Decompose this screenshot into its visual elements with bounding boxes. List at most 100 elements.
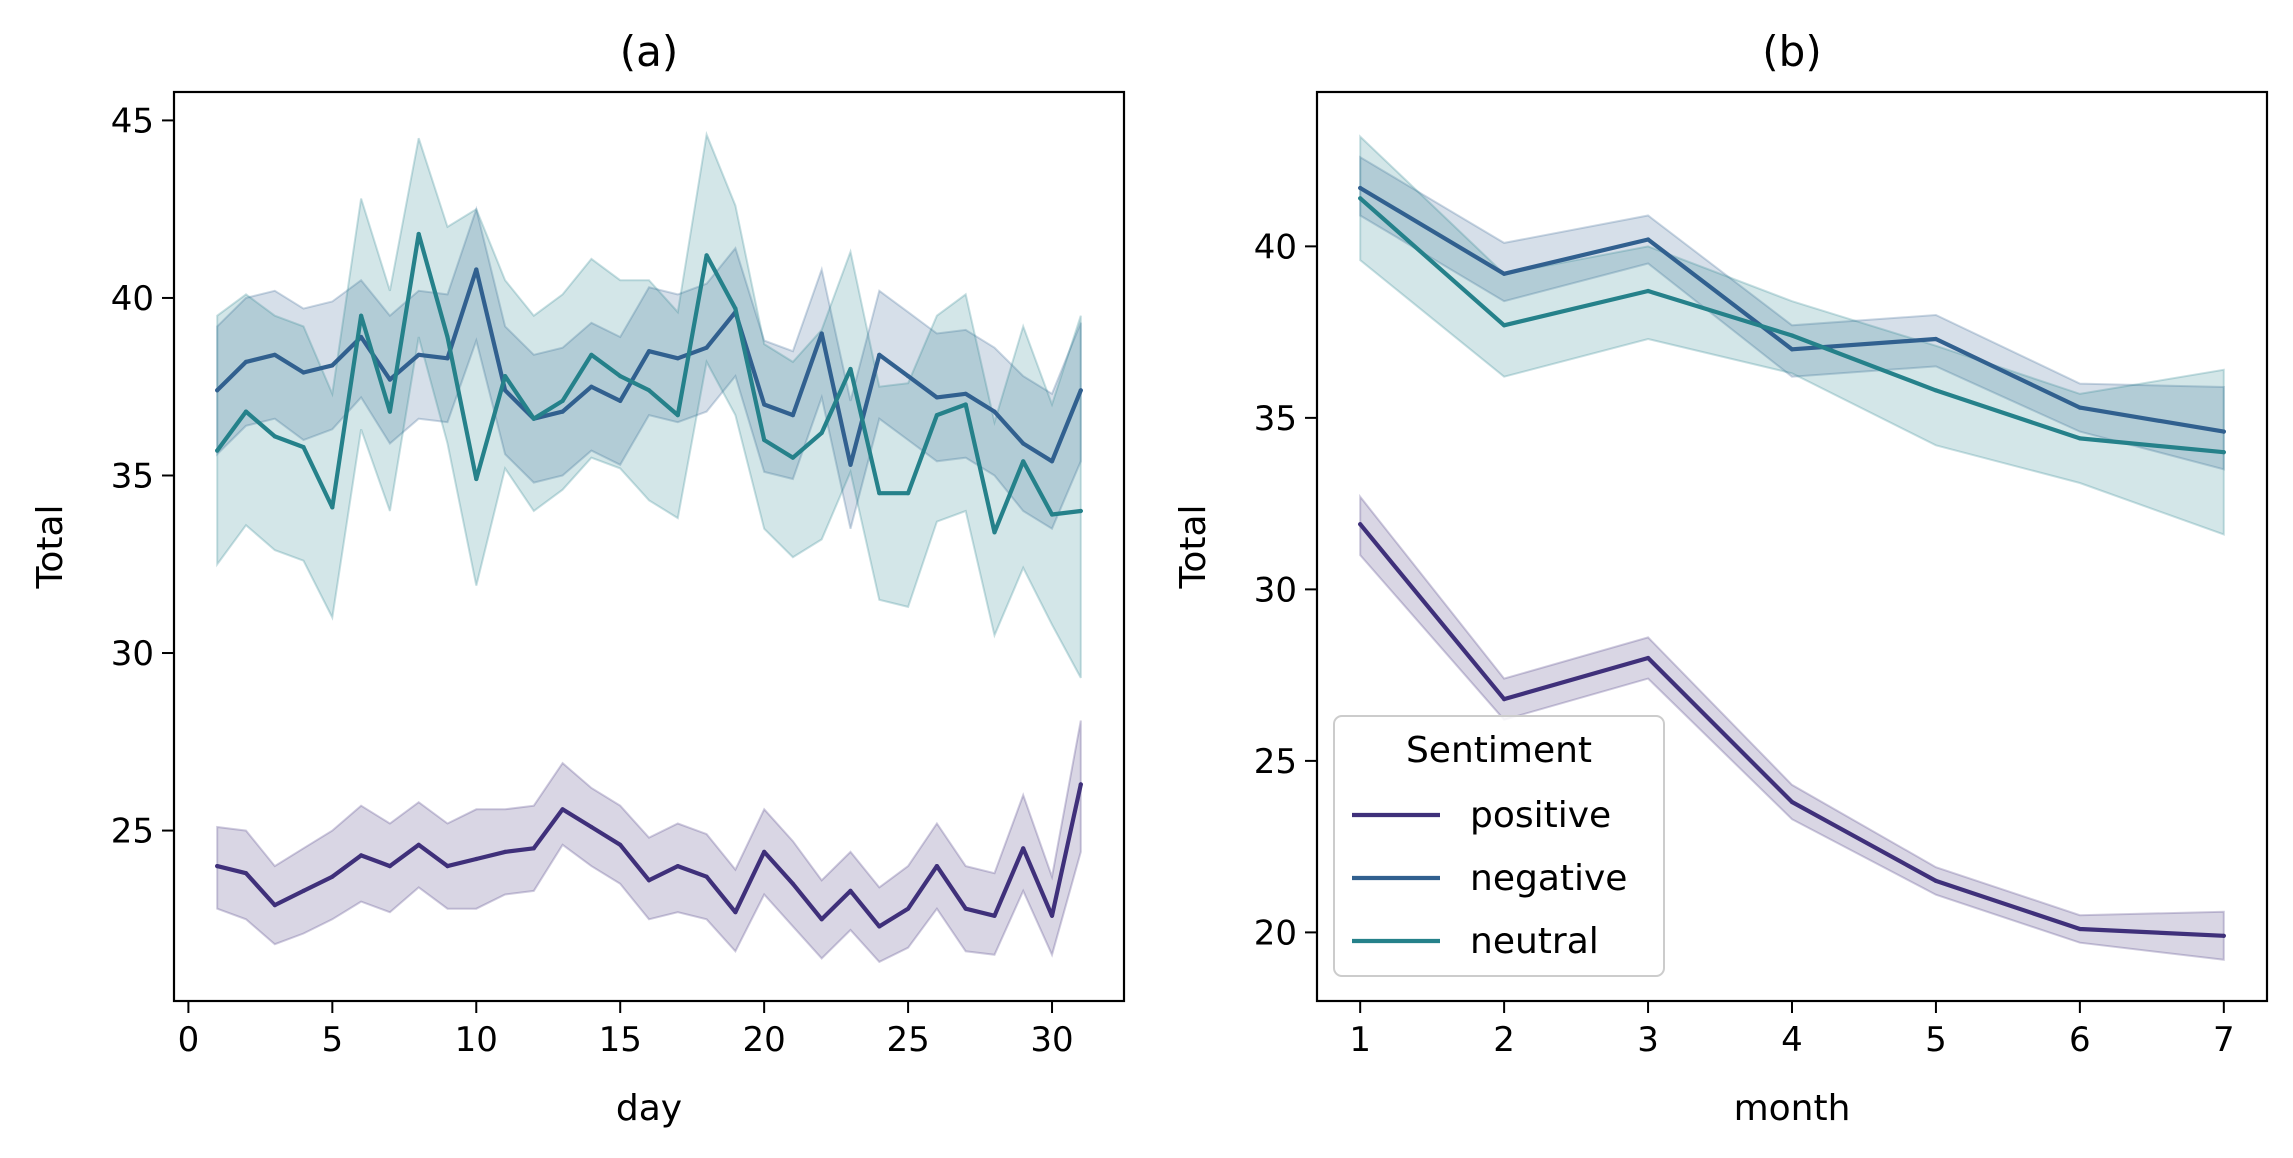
data-point-neutral xyxy=(1358,196,1363,201)
data-point-neutral xyxy=(1049,512,1055,517)
data-point-negative xyxy=(1502,271,1507,276)
data-point-negative xyxy=(906,374,911,379)
data-point-positive xyxy=(589,824,594,830)
y-tick-label: 25 xyxy=(1254,742,1297,782)
y-tick-label: 35 xyxy=(1254,399,1297,439)
x-tick-label: 5 xyxy=(1925,1020,1947,1060)
data-point-negative xyxy=(819,331,824,336)
data-point-neutral xyxy=(1078,508,1083,514)
confidence-band-positive xyxy=(1359,493,2225,961)
x-tick-label: 3 xyxy=(1637,1020,1659,1060)
data-point-neutral xyxy=(963,402,968,407)
legend-entry-negative: negative xyxy=(1470,858,1627,899)
x-tick-label: 0 xyxy=(178,1020,200,1060)
data-point-negative xyxy=(2221,429,2226,434)
data-point-negative xyxy=(330,363,335,368)
data-point-neutral xyxy=(359,313,364,318)
data-point-positive xyxy=(301,888,306,894)
data-point-negative xyxy=(934,395,940,400)
x-tick-label: 4 xyxy=(1781,1020,1803,1060)
data-point-negative xyxy=(1933,336,1938,342)
data-point-neutral xyxy=(560,398,565,403)
data-point-neutral xyxy=(675,413,680,418)
x-axis-label: month xyxy=(1734,1088,1851,1129)
data-point-positive xyxy=(2077,926,2082,932)
y-axis-label: Total xyxy=(30,504,71,589)
data-point-positive xyxy=(1358,522,1363,527)
data-point-negative xyxy=(1049,459,1055,464)
data-point-negative xyxy=(560,409,565,414)
data-point-negative xyxy=(646,349,652,354)
data-point-neutral xyxy=(243,409,249,414)
data-point-positive xyxy=(963,906,968,911)
data-point-positive xyxy=(243,871,249,876)
data-point-negative xyxy=(272,352,277,357)
data-point-neutral xyxy=(531,416,536,421)
confidence-band-negative xyxy=(1359,155,2225,471)
axes-frame xyxy=(172,90,1126,1003)
data-point-positive xyxy=(704,874,709,879)
data-point-negative xyxy=(1358,185,1363,191)
data-point-negative xyxy=(704,345,709,350)
data-point-positive xyxy=(675,864,680,869)
data-point-neutral xyxy=(416,231,421,237)
panel-b: 1 2 3 4 5 6 7 20 25 30 35 40 month Total (b) xyxy=(1173,27,2269,1129)
data-point-negative xyxy=(301,370,306,375)
data-point-positive xyxy=(618,842,623,847)
data-point-positive xyxy=(819,917,824,922)
data-point-positive xyxy=(762,849,767,855)
data-point-neutral xyxy=(589,352,594,357)
data-point-positive xyxy=(733,910,738,915)
y-tick-label: 30 xyxy=(111,634,154,674)
x-tick-label: 20 xyxy=(743,1020,786,1060)
data-point-negative xyxy=(243,359,249,364)
data-point-positive xyxy=(934,864,940,869)
data-point-neutral xyxy=(272,434,277,439)
data-point-positive xyxy=(330,874,335,879)
data-point-positive xyxy=(560,807,565,812)
data-point-neutral xyxy=(1789,333,1795,338)
data-point-positive xyxy=(387,864,392,869)
y-tick-label: 20 xyxy=(1254,913,1297,953)
data-point-positive xyxy=(1078,782,1083,787)
data-point-positive xyxy=(1646,655,1651,661)
data-point-neutral xyxy=(503,374,508,379)
x-tick-label: 15 xyxy=(599,1020,642,1060)
x-tick-label: 2 xyxy=(1493,1020,1515,1060)
data-point-positive xyxy=(790,881,796,886)
data-point-neutral xyxy=(1021,459,1026,464)
data-point-positive xyxy=(848,888,853,894)
data-point-negative xyxy=(848,462,853,467)
data-point-negative xyxy=(1646,237,1651,242)
x-tick-label: 25 xyxy=(886,1020,929,1060)
data-point-neutral xyxy=(215,448,220,453)
data-point-negative xyxy=(963,391,968,396)
data-point-negative xyxy=(790,413,796,418)
data-point-neutral xyxy=(762,437,767,443)
data-point-neutral xyxy=(618,374,623,379)
y-tick-label: 35 xyxy=(111,456,154,496)
data-point-positive xyxy=(1502,697,1507,702)
data-point-positive xyxy=(1021,846,1026,851)
data-point-negative xyxy=(877,352,882,357)
data-point-positive xyxy=(2221,933,2226,938)
data-point-negative xyxy=(618,398,623,403)
data-point-negative xyxy=(1078,388,1083,393)
legend-title: Sentiment xyxy=(1406,730,1592,771)
y-tick-label: 45 xyxy=(111,101,154,141)
legend-entry-positive: positive xyxy=(1470,795,1611,836)
confidence-band-neutral xyxy=(216,130,1082,679)
x-tick-label: 30 xyxy=(1030,1020,1073,1060)
data-point-positive xyxy=(877,924,882,929)
data-point-negative xyxy=(1021,441,1026,446)
panel-title: (b) xyxy=(1762,27,1821,76)
data-point-neutral xyxy=(301,445,306,450)
data-point-negative xyxy=(416,352,421,357)
data-point-negative xyxy=(445,356,450,361)
y-tick-label: 40 xyxy=(1254,227,1297,267)
data-point-negative xyxy=(992,409,997,414)
data-point-neutral xyxy=(2221,450,2226,455)
data-point-neutral xyxy=(848,366,853,372)
